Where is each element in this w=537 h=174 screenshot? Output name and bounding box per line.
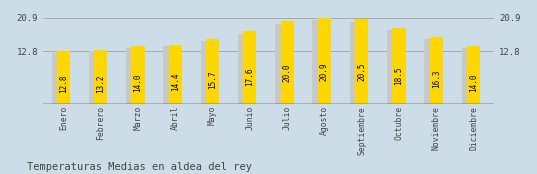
Bar xyxy=(393,28,405,104)
Bar xyxy=(462,48,472,104)
Bar xyxy=(318,18,331,104)
Text: 14.0: 14.0 xyxy=(134,73,142,92)
Bar xyxy=(132,46,144,104)
Bar xyxy=(424,39,435,104)
Text: 14.0: 14.0 xyxy=(469,73,478,92)
Text: 15.7: 15.7 xyxy=(208,70,217,89)
Bar xyxy=(52,53,62,104)
Bar xyxy=(94,50,107,104)
Bar xyxy=(57,51,70,104)
Bar xyxy=(275,24,286,104)
Bar xyxy=(206,39,219,104)
Text: 20.5: 20.5 xyxy=(357,63,366,81)
Bar xyxy=(169,45,182,104)
Bar xyxy=(281,21,294,104)
Bar xyxy=(126,48,136,104)
Text: Temperaturas Medias en aldea del rey: Temperaturas Medias en aldea del rey xyxy=(27,162,252,172)
Bar xyxy=(201,41,211,104)
Text: 16.3: 16.3 xyxy=(432,69,441,88)
Bar xyxy=(313,20,323,104)
Bar xyxy=(355,19,368,104)
Text: 17.6: 17.6 xyxy=(245,67,255,86)
Bar xyxy=(163,46,174,104)
Bar xyxy=(238,34,249,104)
Bar xyxy=(243,31,256,104)
Bar xyxy=(430,37,443,104)
Text: 20.0: 20.0 xyxy=(282,64,292,82)
Bar xyxy=(89,51,99,104)
Text: 18.5: 18.5 xyxy=(395,66,403,85)
Text: 13.2: 13.2 xyxy=(96,74,105,93)
Bar xyxy=(387,30,397,104)
Bar xyxy=(350,22,360,104)
Text: 20.9: 20.9 xyxy=(320,62,329,81)
Text: 12.8: 12.8 xyxy=(59,75,68,93)
Bar xyxy=(467,46,480,104)
Text: 14.4: 14.4 xyxy=(171,72,180,91)
